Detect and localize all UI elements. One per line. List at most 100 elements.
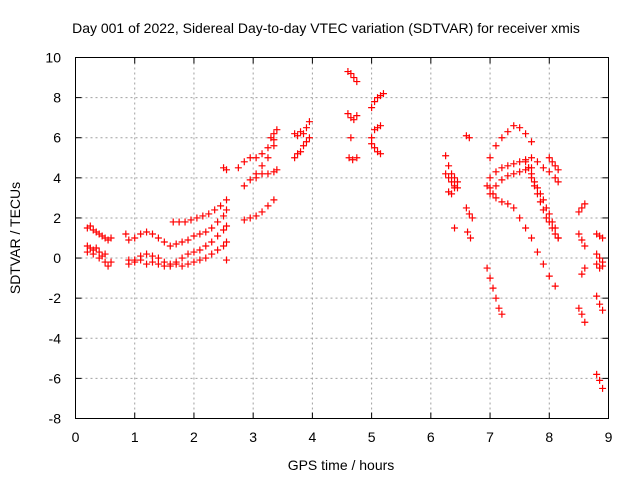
data-point bbox=[353, 112, 361, 120]
y-tick-label: 2 bbox=[53, 210, 61, 226]
data-point bbox=[196, 246, 204, 254]
data-point bbox=[453, 178, 461, 186]
data-point bbox=[353, 78, 361, 86]
data-point bbox=[371, 144, 379, 152]
data-point bbox=[462, 204, 470, 212]
data-point bbox=[545, 210, 553, 218]
data-point bbox=[89, 250, 97, 258]
data-point bbox=[486, 184, 494, 192]
y-tick-labels: -8 -6 -4 -2 0 2 4 6 8 10 bbox=[45, 50, 61, 427]
data-point bbox=[264, 144, 272, 152]
data-point bbox=[575, 230, 583, 238]
data-point bbox=[246, 154, 254, 162]
data-point bbox=[240, 216, 248, 224]
data-point bbox=[148, 252, 156, 260]
gridlines bbox=[75, 57, 609, 419]
data-point bbox=[575, 208, 583, 216]
data-point bbox=[143, 228, 151, 236]
data-point bbox=[445, 174, 453, 182]
data-point bbox=[270, 196, 278, 204]
data-point bbox=[305, 134, 313, 142]
data-point bbox=[581, 200, 589, 208]
data-point bbox=[148, 230, 156, 238]
data-point bbox=[545, 272, 553, 280]
data-point bbox=[252, 174, 260, 182]
data-point bbox=[202, 254, 210, 262]
data-point bbox=[528, 154, 536, 162]
data-point bbox=[581, 242, 589, 250]
data-point bbox=[468, 214, 476, 222]
y-tick-label: -6 bbox=[49, 370, 62, 386]
data-point bbox=[350, 74, 358, 82]
data-point bbox=[264, 170, 272, 178]
data-point bbox=[542, 214, 550, 222]
chart-title: Day 001 of 2022, Sidereal Day-to-day VTE… bbox=[72, 20, 580, 36]
data-point bbox=[539, 260, 547, 268]
data-point bbox=[193, 214, 201, 222]
data-point bbox=[267, 134, 275, 142]
x-axis-label: GPS time / hours bbox=[288, 457, 395, 473]
data-point bbox=[596, 254, 604, 262]
data-point bbox=[578, 204, 586, 212]
data-point bbox=[300, 142, 308, 150]
data-point bbox=[143, 250, 151, 258]
data-point bbox=[465, 210, 473, 218]
data-point bbox=[264, 154, 272, 162]
data-point bbox=[498, 164, 506, 172]
data-point bbox=[214, 218, 222, 226]
data-point bbox=[551, 162, 559, 170]
data-point bbox=[522, 224, 530, 232]
data-point bbox=[498, 134, 506, 142]
data-point bbox=[593, 250, 601, 258]
data-point bbox=[545, 218, 553, 226]
data-point bbox=[510, 160, 518, 168]
data-point bbox=[504, 200, 512, 208]
data-point bbox=[533, 248, 541, 256]
data-point bbox=[498, 310, 506, 318]
data-point bbox=[101, 250, 109, 258]
data-markers bbox=[83, 68, 607, 392]
data-point bbox=[539, 206, 547, 214]
data-point bbox=[125, 256, 133, 264]
data-point bbox=[160, 262, 168, 270]
data-point bbox=[258, 170, 266, 178]
data-point bbox=[498, 176, 506, 184]
data-point bbox=[498, 198, 506, 206]
data-point bbox=[223, 196, 231, 204]
y-tick-label: 8 bbox=[53, 90, 61, 106]
y-tick-label: -4 bbox=[49, 330, 62, 346]
data-point bbox=[551, 282, 559, 290]
data-point bbox=[270, 130, 278, 138]
data-point bbox=[107, 234, 115, 242]
data-point bbox=[273, 126, 281, 134]
data-point bbox=[214, 246, 222, 254]
data-point bbox=[104, 262, 112, 270]
data-point bbox=[451, 224, 459, 232]
data-point bbox=[599, 262, 607, 270]
data-point bbox=[533, 190, 541, 198]
data-point bbox=[442, 152, 450, 160]
x-tick-labels: 0 1 2 3 4 5 6 7 8 9 bbox=[72, 429, 613, 445]
data-point bbox=[451, 184, 459, 192]
data-point bbox=[220, 226, 228, 234]
data-point bbox=[448, 170, 456, 178]
y-tick-label: 6 bbox=[53, 130, 61, 146]
data-point bbox=[492, 142, 500, 150]
data-point bbox=[545, 154, 553, 162]
data-point bbox=[258, 162, 266, 170]
data-point bbox=[353, 154, 361, 162]
data-point bbox=[137, 230, 145, 238]
data-point bbox=[376, 150, 384, 158]
x-tick-label: 0 bbox=[72, 429, 80, 445]
data-point bbox=[211, 206, 219, 214]
data-point bbox=[510, 204, 518, 212]
data-point bbox=[184, 236, 192, 244]
data-point bbox=[593, 370, 601, 378]
data-point bbox=[137, 256, 145, 264]
data-point bbox=[575, 304, 583, 312]
y-tick-label: -2 bbox=[49, 290, 62, 306]
data-point bbox=[264, 202, 272, 210]
x-tick-label: 7 bbox=[486, 429, 494, 445]
data-point bbox=[548, 158, 556, 166]
